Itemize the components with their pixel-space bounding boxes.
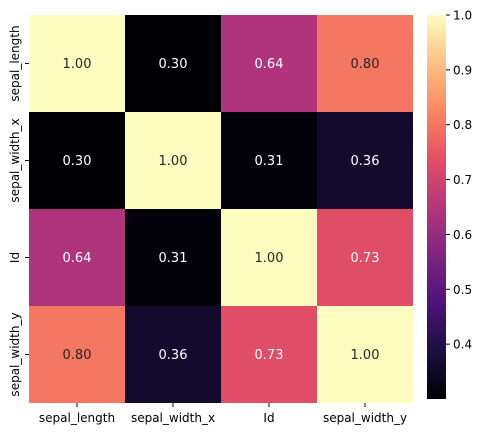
cell-annotation: 0.30: [159, 57, 188, 72]
heatmap-cell: [29, 306, 125, 403]
y-tick-label: sepal_width_x: [8, 118, 22, 202]
cell-annotation: 0.30: [63, 154, 92, 169]
x-tick-label: sepal_width_y: [323, 411, 407, 425]
y-tick-label: Id: [8, 252, 22, 263]
heatmap-cell: [317, 209, 413, 306]
cell-annotation: 1.00: [351, 348, 380, 363]
colorbar-tick-label: 0.7: [453, 173, 472, 187]
heatmap-cell: [317, 15, 413, 112]
colorbar-tick-label: 1.0: [453, 9, 472, 23]
colorbar-tick-label: 0.5: [453, 283, 472, 297]
heatmap-cell: [317, 306, 413, 403]
heatmap-cell: [29, 15, 125, 112]
heatmap-cell: [221, 209, 317, 306]
y-tick-label: sepal_width_y: [8, 312, 22, 396]
colorbar-tick-label: 0.9: [453, 63, 472, 77]
heatmap-cell: [221, 15, 317, 112]
heatmap-cell: [317, 112, 413, 209]
heatmap-cell: [125, 112, 221, 209]
heatmap-cell: [125, 209, 221, 306]
cell-annotation: 0.64: [255, 57, 284, 72]
cell-annotation: 0.64: [63, 251, 92, 266]
heatmap-cell: [29, 112, 125, 209]
colorbar-tick-label: 0.6: [453, 228, 472, 242]
cell-annotation: 0.31: [255, 154, 284, 169]
heatmap-cell: [125, 306, 221, 403]
cell-annotation: 0.36: [159, 348, 188, 363]
cell-annotation: 0.73: [351, 251, 380, 266]
cell-annotation: 0.73: [255, 348, 284, 363]
heatmap-cell: [125, 15, 221, 112]
heatmap-cell: [221, 112, 317, 209]
cell-annotation: 1.00: [63, 57, 92, 72]
colorbar-tick-label: 0.4: [453, 338, 472, 352]
colorbar-tick-label: 0.8: [453, 118, 472, 132]
x-tick-label: Id: [263, 411, 274, 425]
cell-annotation: 0.80: [351, 57, 380, 72]
colorbar: [427, 15, 446, 399]
cell-annotation: 0.31: [159, 251, 188, 266]
cell-annotation: 0.36: [351, 154, 380, 169]
x-tick-label: sepal_width_x: [131, 411, 215, 425]
cell-annotation: 1.00: [159, 154, 188, 169]
cell-annotation: 0.80: [63, 348, 92, 363]
x-tick-label: sepal_length: [39, 411, 115, 425]
y-tick-label: sepal_length: [8, 25, 22, 101]
cell-annotation: 1.00: [255, 251, 284, 266]
heatmap-cell: [29, 209, 125, 306]
heatmap-cell: [221, 306, 317, 403]
